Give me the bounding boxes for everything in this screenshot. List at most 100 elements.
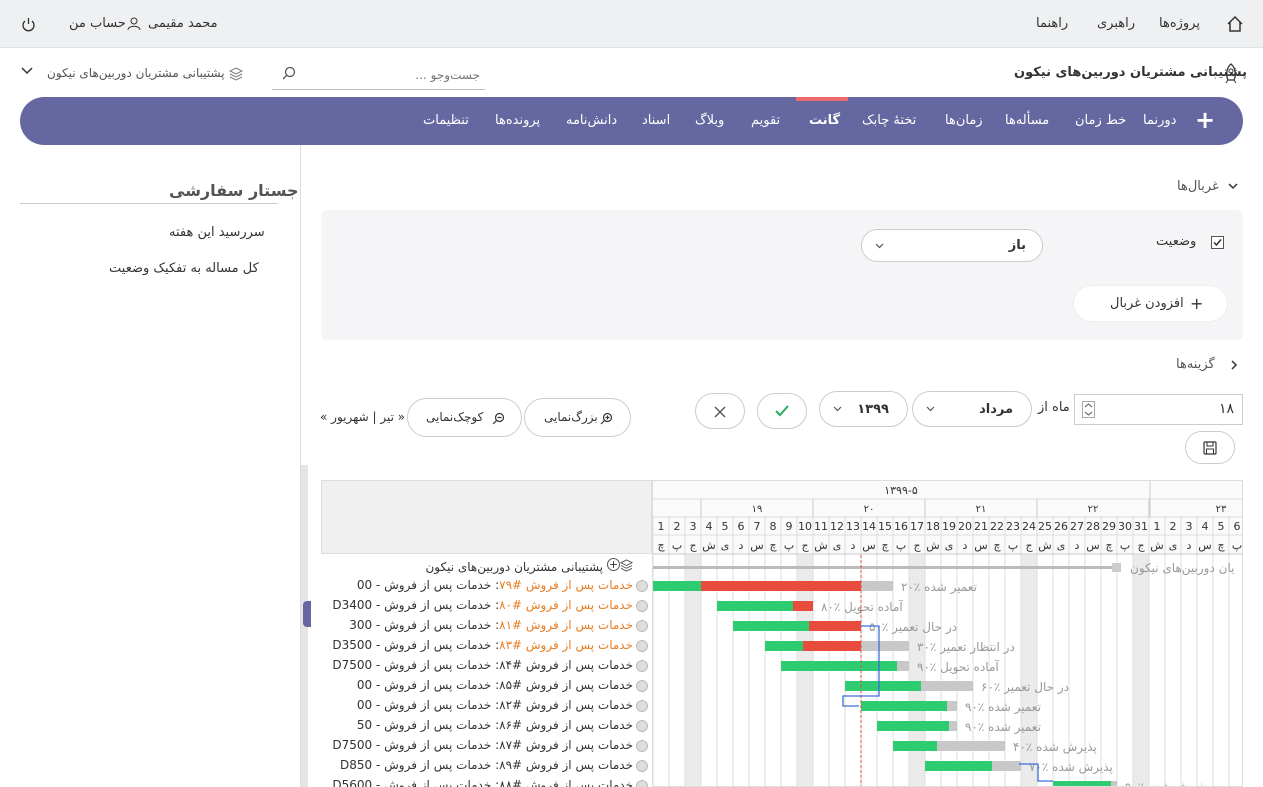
issue-link[interactable]: خدمات پس از فروش #۸۸ bbox=[499, 778, 633, 787]
tab-spent-time[interactable]: زمان‌ها bbox=[945, 113, 983, 128]
weekday-label: ج bbox=[801, 539, 809, 552]
query-by-status[interactable]: کل مساله به تفکیک وضعیت bbox=[109, 261, 259, 276]
tab-agile[interactable]: تختهٔ چابک bbox=[862, 113, 917, 128]
zoom-out-button[interactable]: کوچک‌نمایی bbox=[407, 398, 522, 437]
issue-link[interactable]: خدمات پس از فروش #۷۹ bbox=[499, 578, 633, 592]
issue-link[interactable]: خدمات پس از فروش #۸۵ bbox=[499, 678, 633, 692]
week-label: ۲۰ bbox=[864, 504, 875, 515]
issue-bar-done bbox=[893, 741, 937, 751]
query-due-this-week[interactable]: سررسید این هفته bbox=[169, 225, 265, 240]
issue-bar-late bbox=[701, 581, 861, 591]
my-account-link[interactable]: حساب من bbox=[69, 16, 126, 31]
apply-button[interactable] bbox=[757, 393, 807, 429]
table-row[interactable]: خدمات پس از فروش #۸۴: خدمات پس از فروش -… bbox=[332, 658, 648, 672]
search-box[interactable] bbox=[272, 60, 485, 90]
weekday-label: چ bbox=[993, 539, 1001, 552]
nav-help-link[interactable]: راهنما bbox=[1036, 16, 1069, 31]
options-label[interactable]: گزینه‌ها bbox=[1176, 357, 1215, 372]
table-row[interactable]: خدمات پس از فروش #۸۹: خدمات پس از فروش -… bbox=[340, 758, 648, 772]
issue-status-label: پذیرش شده ٪۹۰ bbox=[1125, 780, 1209, 787]
home-icon[interactable] bbox=[1226, 15, 1244, 33]
issue-link[interactable]: خدمات پس از فروش #۸۹ bbox=[499, 758, 633, 772]
number-spinner[interactable] bbox=[1082, 401, 1095, 418]
gantt-svg: ۱۳۹۹-۵۱۹ ۲۰ ۲۱ ۲۲ ۲۳1 2 3 4 5 6 7 8 9 10 11 12 13 14 15 16 1… bbox=[653, 481, 1242, 787]
nav-admin-link[interactable]: راهبری bbox=[1097, 16, 1136, 31]
add-issue-icon[interactable]: + bbox=[607, 558, 620, 571]
chevron-down-icon[interactable] bbox=[20, 64, 34, 82]
project-bar-end bbox=[1112, 563, 1121, 572]
save-query-button[interactable] bbox=[1185, 431, 1235, 464]
avatar-icon bbox=[636, 579, 648, 592]
tab-issues[interactable]: مسأله‌ها bbox=[1005, 113, 1050, 128]
weekday-label: چ bbox=[769, 539, 777, 552]
issue-subject: خدمات پس از فروش - 00 bbox=[356, 678, 492, 692]
tab-settings[interactable]: تنظیمات bbox=[423, 113, 469, 128]
sidebar-toggle-handle[interactable] bbox=[303, 601, 311, 627]
nav-projects-link[interactable]: پروژه‌ها bbox=[1159, 16, 1200, 31]
new-object-button[interactable]: + bbox=[1195, 106, 1216, 134]
zoom-in-label: بزرگ‌نمایی bbox=[544, 410, 598, 424]
weekday-label: د bbox=[1075, 539, 1080, 552]
issue-link[interactable]: خدمات پس از فروش #۸۴ bbox=[499, 658, 633, 672]
close-icon bbox=[714, 406, 726, 422]
issue-separator: : bbox=[491, 718, 500, 732]
chevron-left-icon[interactable] bbox=[1228, 359, 1240, 375]
table-row[interactable]: خدمات پس از فروش #۸۲: خدمات پس از فروش -… bbox=[357, 698, 648, 712]
issue-link[interactable]: خدمات پس از فروش #۸۲ bbox=[499, 698, 633, 712]
add-filter-button[interactable]: + افزودن غربال bbox=[1073, 285, 1228, 322]
project-switcher[interactable]: پشتیبانی مشتریان دوربین‌های نیکون bbox=[47, 66, 225, 80]
tab-overview[interactable]: دورنما bbox=[1143, 113, 1177, 128]
month-header: ۱۳۹۹-۵ bbox=[884, 484, 918, 497]
avatar-icon bbox=[636, 739, 648, 752]
issue-link[interactable]: خدمات پس از فروش #۸۷ bbox=[499, 738, 633, 752]
table-row[interactable]: خدمات پس از فروش #۷۹: خدمات پس از فروش -… bbox=[357, 578, 648, 592]
clear-button[interactable] bbox=[695, 393, 745, 429]
zoom-in-button[interactable]: بزرگ‌نمایی bbox=[524, 398, 631, 437]
issue-link[interactable]: خدمات پس از فروش #۸۶ bbox=[499, 718, 633, 732]
weekday-label: ج bbox=[689, 539, 697, 552]
months-count-input[interactable]: ۱۸ bbox=[1074, 394, 1243, 425]
tab-calendar[interactable]: تقویم bbox=[751, 113, 781, 128]
zoom-in-icon bbox=[600, 412, 613, 429]
table-row[interactable]: خدمات پس از فروش #۸۱: خدمات پس از فروش -… bbox=[349, 618, 648, 632]
table-row[interactable]: خدمات پس از فروش #۸۷: خدمات پس از فروش -… bbox=[332, 738, 648, 752]
day-number: 25 bbox=[1038, 520, 1052, 533]
user-name[interactable]: محمد مقیمی bbox=[148, 16, 218, 31]
issue-link[interactable]: خدمات پس از فروش #۸۱ bbox=[499, 618, 633, 632]
logout-icon[interactable] bbox=[21, 17, 36, 36]
table-row[interactable]: خدمات پس از فروش #۸۶: خدمات پس از فروش -… bbox=[357, 718, 648, 732]
filters-label[interactable]: غربال‌ها bbox=[1177, 179, 1219, 194]
tab-files[interactable]: پرونده‌ها bbox=[495, 113, 541, 128]
month-navigation[interactable]: « تیر | شهریور » bbox=[320, 410, 406, 424]
day-number: 13 bbox=[846, 520, 860, 533]
tab-documents[interactable]: اسناد bbox=[642, 113, 671, 128]
table-row[interactable]: خدمات پس از فروش #۸۵: خدمات پس از فروش -… bbox=[357, 678, 648, 692]
issue-bar-done bbox=[861, 701, 947, 711]
issue-link[interactable]: خدمات پس از فروش #۸۰ bbox=[499, 598, 633, 612]
status-checkbox[interactable] bbox=[1211, 236, 1224, 249]
weekday-label: پ bbox=[896, 539, 906, 552]
gantt-project-row[interactable]: پشتیبانی مشتریان دوربین‌های نیکون bbox=[425, 560, 603, 574]
day-number: 4 bbox=[1202, 520, 1209, 533]
weekday-label: ش bbox=[814, 539, 827, 552]
issue-link[interactable]: خدمات پس از فروش #۸۳ bbox=[499, 638, 633, 652]
chevron-down-icon bbox=[832, 403, 843, 418]
table-row[interactable]: خدمات پس از فروش #۸۳: خدمات پس از فروش -… bbox=[332, 638, 648, 652]
search-input[interactable] bbox=[300, 64, 480, 86]
tab-news[interactable]: وبلاگ bbox=[695, 113, 725, 128]
status-select[interactable]: باز bbox=[861, 229, 1043, 262]
tab-wiki[interactable]: دانش‌نامه bbox=[566, 113, 618, 128]
year-select[interactable]: ۱۳۹۹ bbox=[819, 391, 908, 427]
issue-status-label: تعمیر شده ٪۲۰ bbox=[901, 580, 977, 595]
day-number: 15 bbox=[878, 520, 892, 533]
tab-gantt[interactable]: گانت bbox=[809, 113, 841, 128]
table-row[interactable]: خدمات پس از فروش #۸۰: خدمات پس از فروش -… bbox=[332, 598, 648, 612]
weekday-label: ی bbox=[1169, 539, 1178, 552]
day-number: 30 bbox=[1118, 520, 1132, 533]
month-select[interactable]: مرداد bbox=[912, 391, 1032, 427]
day-number: 19 bbox=[942, 520, 956, 533]
issue-subject: خدمات پس از فروش - D3500 bbox=[332, 638, 492, 652]
table-row[interactable]: خدمات پس از فروش #۸۸: خدمات پس از فروش -… bbox=[332, 778, 648, 787]
tab-activity[interactable]: خط زمان bbox=[1075, 113, 1127, 128]
chevron-down-icon[interactable] bbox=[1227, 180, 1239, 196]
